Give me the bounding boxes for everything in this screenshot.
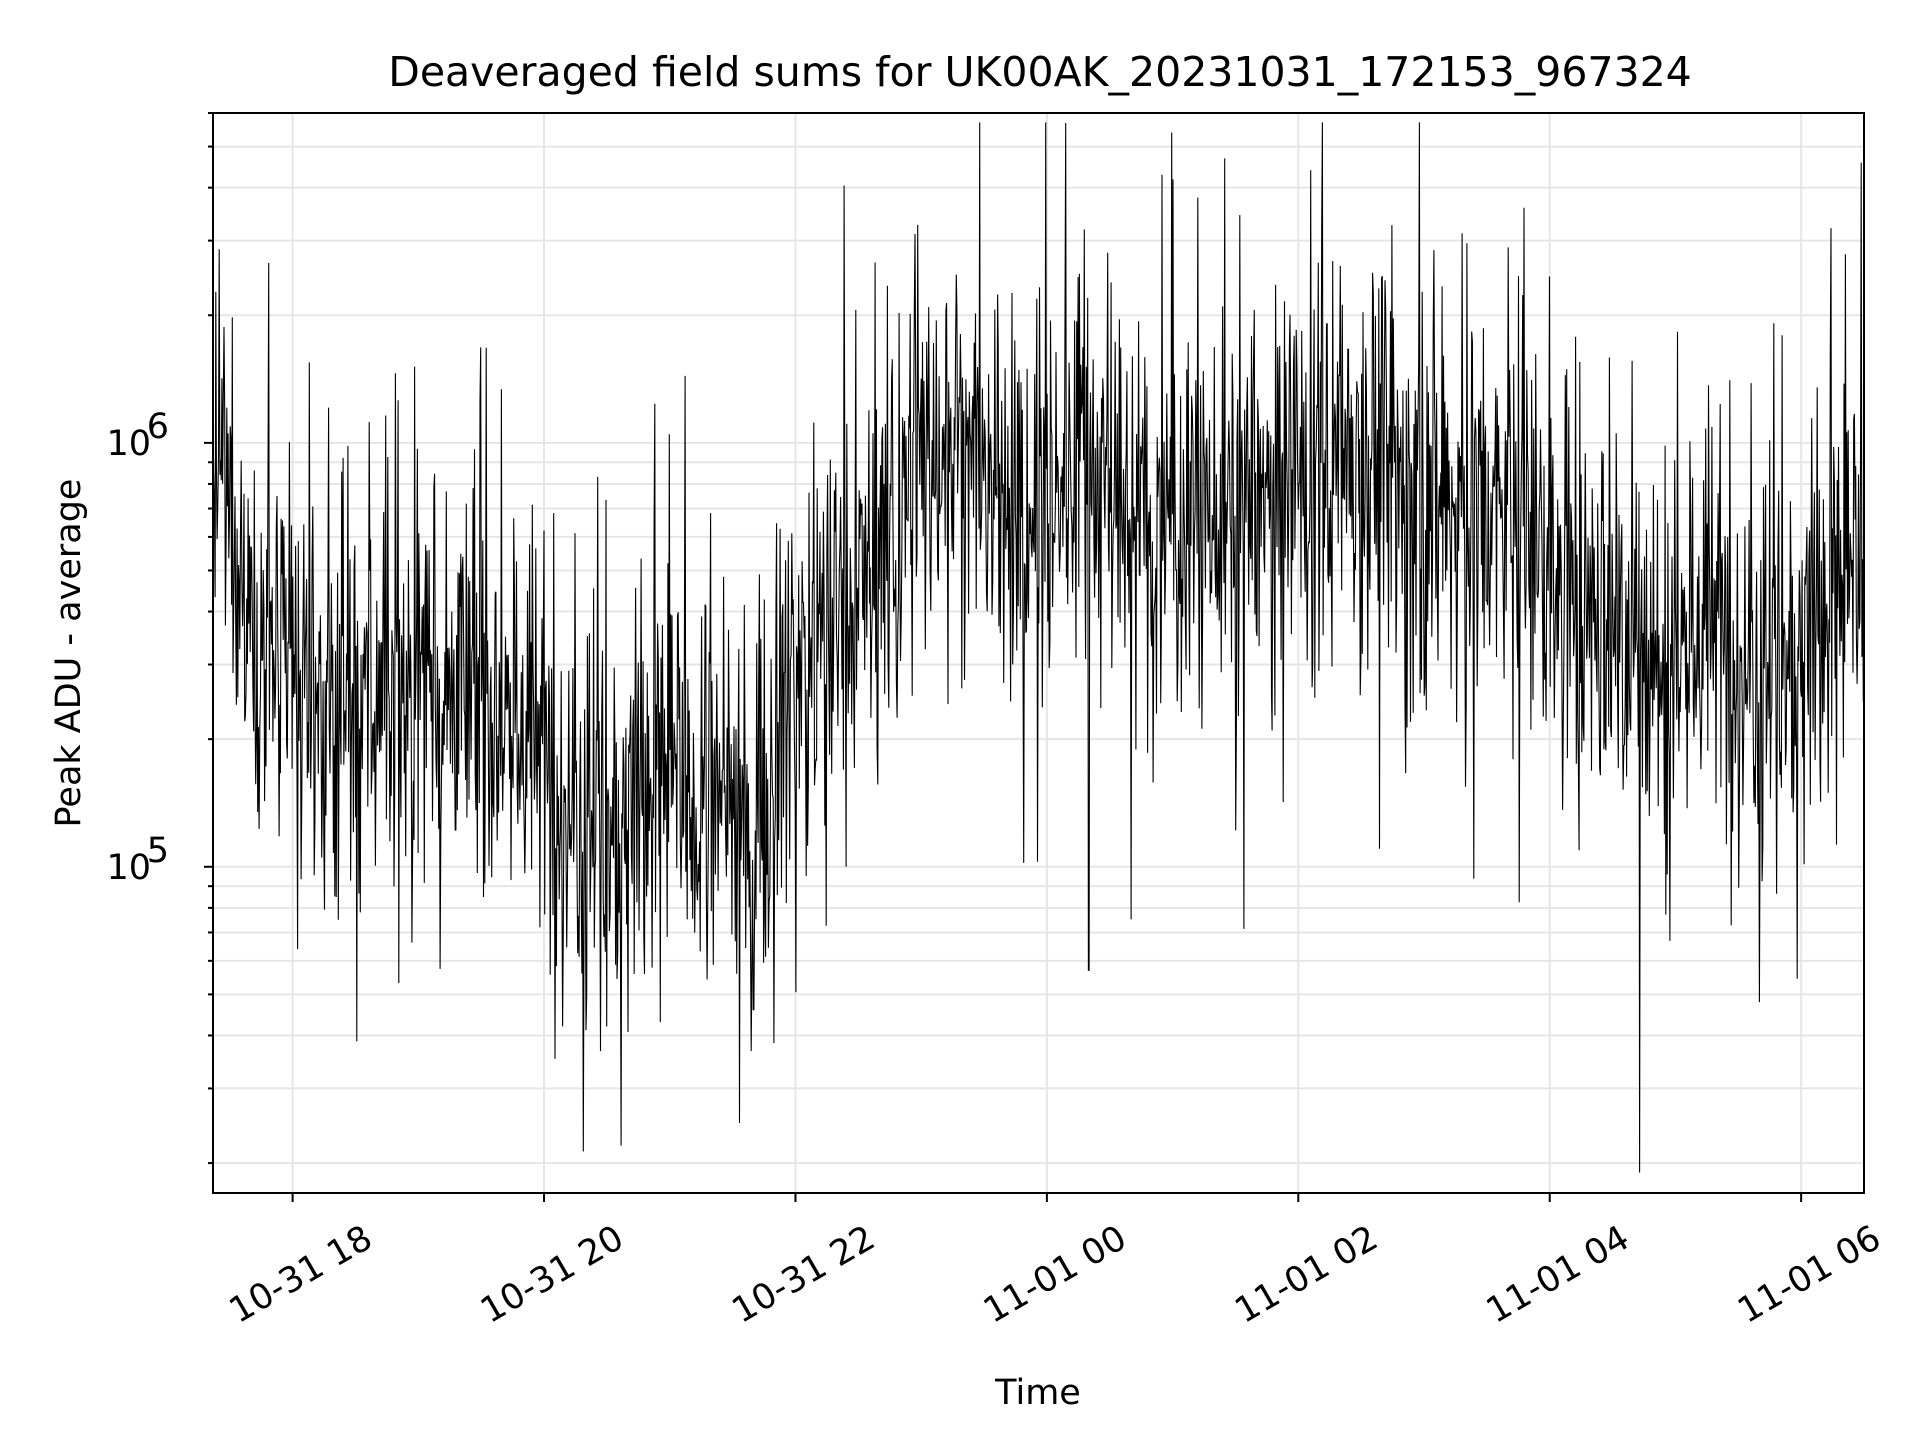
y-tick-exponent: 6 (147, 407, 169, 447)
axes-frame (212, 112, 1865, 1194)
y-tick-exponent: 5 (147, 831, 169, 871)
chart-title: Deaveraged field sums for UK00AK_2023103… (388, 48, 1692, 96)
series-line (212, 122, 1865, 1173)
y-tick-label: 10 (106, 424, 151, 464)
y-axis-label: Peak ADU - average (49, 479, 89, 828)
x-axis-label: Time (994, 1373, 1081, 1413)
plot-area (212, 122, 1865, 1173)
y-tick-label: 10 (106, 848, 151, 888)
